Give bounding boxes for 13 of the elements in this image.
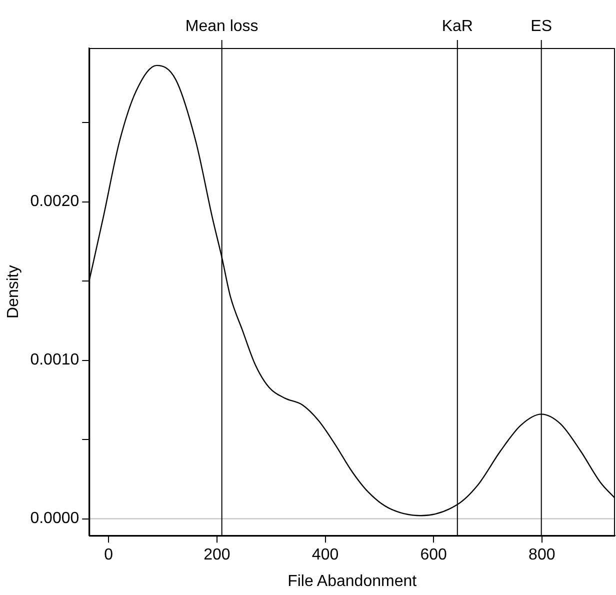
ref-line-label: KaR [442,18,473,35]
y-axis-title: Density [5,265,22,318]
ref-line-label: ES [530,18,552,35]
y-tick-label: 0.0020 [30,193,80,210]
y-tick-label: 0.0000 [30,510,80,528]
x-tick-label: 200 [204,546,230,564]
y-tick-label: 0.0010 [30,352,80,369]
x-tick-label: 400 [312,546,339,564]
x-axis-title: File Abandonment [288,572,418,590]
x-tick-label: 0 [104,546,114,564]
x-tick-label: 600 [420,546,448,564]
x-tick-label: 800 [528,546,556,564]
ref-line-label: Mean loss [185,18,258,35]
